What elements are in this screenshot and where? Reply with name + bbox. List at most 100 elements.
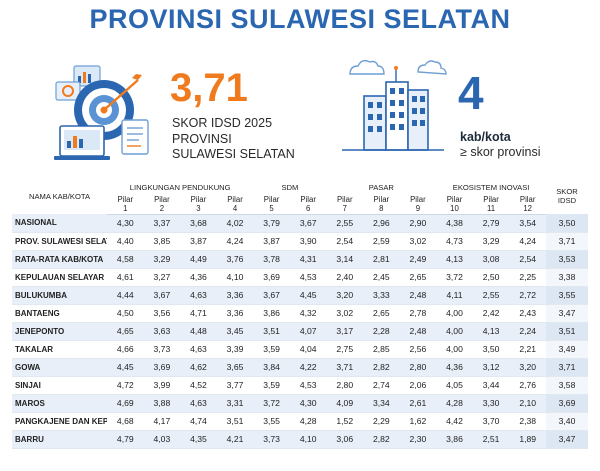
pilar-value-cell: 3,17 (336, 326, 354, 336)
pilar-value-cell: 2,50 (482, 272, 500, 282)
pilar-header: Pilar 5 (253, 196, 290, 215)
pilar-header-word: Pilar (117, 196, 134, 205)
pilar-value-cell: 2,65 (409, 272, 427, 282)
pilar-value-cell: 3,54 (519, 218, 537, 228)
pilar-value-cell: 2,06 (409, 380, 427, 390)
pilar-value-cell: 4,00 (446, 344, 463, 354)
pilar-value-cell: 3,63 (153, 326, 171, 336)
pilar-header: Pilar 3 (180, 196, 217, 215)
group-header-lingkungan: LINGKUNGAN PENDUKUNG (129, 182, 231, 192)
pilar-value-cell: 4,21 (226, 434, 244, 444)
skor-value-cell: 3,47 (546, 304, 588, 322)
pilar-value-cell: 3,69 (153, 362, 171, 372)
pilar-value-cell: 4,45 (116, 362, 134, 372)
pilar-value-cell: 3,30 (482, 398, 500, 408)
pilar-header: Pilar 9 (399, 196, 437, 215)
pilar-header-word: Pilar (519, 196, 536, 205)
pilar-value-cell: 3,67 (263, 290, 280, 300)
table-row: BARRU 4,79 4,03 4,35 4,21 3,73 4,10 3,06 2,82 2,3… (12, 430, 588, 448)
pilar-value-cell: 3,31 (226, 398, 244, 408)
pilar-value-cell: 2,25 (519, 272, 537, 282)
pilar-header-number: 6 (306, 203, 311, 213)
pilar-value-cell: 4,28 (299, 416, 317, 426)
row-name-cell: SINJAI (15, 380, 41, 390)
row-name-cell: BARRU (15, 434, 44, 444)
table-row: BULUKUMBA 4,44 3,67 4,63 3,36 3,67 4,45 3,20 3,3… (12, 286, 588, 304)
pilar-header-word: Pilar (446, 196, 463, 205)
pilar-value-cell: 4,17 (153, 416, 171, 426)
pilar-value-cell: 2,10 (519, 398, 537, 408)
pilar-value-cell: 4,52 (190, 380, 207, 390)
pilar-value-cell: 3,72 (446, 272, 463, 282)
skor-value-cell: 3,69 (546, 394, 588, 412)
pilar-value-cell: 4,65 (116, 326, 134, 336)
skor-value-cell: 3,51 (546, 322, 588, 340)
pilar-value-cell: 2,48 (409, 326, 427, 336)
pilar-value-cell: 3,79 (263, 218, 280, 228)
skor-value-cell: 3,71 (546, 232, 588, 250)
pilar-header: Pilar 6 (289, 196, 327, 215)
pilar-header-word: Pilar (336, 196, 353, 205)
district-count-caption: ≥ skor provinsi (460, 145, 541, 159)
pilar-value-cell: 2,48 (409, 290, 427, 300)
pilar-value-cell: 3,55 (263, 416, 280, 426)
pilar-value-cell: 2,79 (482, 218, 500, 228)
skor-value-cell: 3,38 (546, 268, 588, 286)
target-dashboard-illustration-icon (54, 65, 149, 160)
row-name-cell: RATA-RATA KAB/KOTA (15, 254, 104, 264)
pilar-value-cell: 3,29 (153, 254, 171, 264)
name-column-header: NAMA KAB/KOTA (28, 191, 91, 201)
pilar-value-cell: 4,40 (116, 236, 134, 246)
pilar-value-cell: 4,63 (190, 344, 207, 354)
pilar-value-cell: 4,38 (446, 218, 463, 228)
pilar-value-cell: 4,31 (299, 254, 317, 264)
table-row: PANGKAJENE DAN KEPULAUAN 4,68 4,17 4,74 3,51… (12, 412, 588, 430)
pilar-value-cell: 4,10 (226, 272, 244, 282)
skor-value-cell: 3,71 (546, 358, 588, 376)
table-group-header-row: NAMA KAB/KOTA LINGKUNGAN PENDUKUNG SDM P… (12, 178, 588, 206)
pilar-value-cell: 4,79 (116, 434, 134, 444)
score-caption-line-1: SKOR IDSD 2025 (172, 116, 273, 130)
pilar-value-cell: 4,36 (190, 272, 207, 282)
pilar-value-cell: 4,58 (116, 254, 134, 264)
pilar-value-cell: 3,45 (226, 326, 244, 336)
pilar-value-cell: 3,99 (153, 380, 171, 390)
table-row: KEPULAUAN SELAYAR 4,61 3,27 4,36 4,10 3,69 4,5… (12, 268, 588, 286)
pilar-value-cell: 4,32 (299, 308, 317, 318)
pilar-value-cell: 3,56 (153, 308, 171, 318)
pilar-value-cell: 3,39 (226, 344, 244, 354)
table-row: RATA-RATA KAB/KOTA 4,58 3,29 4,49 3,76 3,78 4,… (12, 250, 588, 268)
pilar-value-cell: 4,50 (116, 308, 134, 318)
pilar-header-number: 9 (415, 203, 421, 213)
pilar-value-cell: 4,24 (226, 236, 244, 246)
pilar-value-cell: 3,84 (263, 362, 280, 372)
pilar-value-cell: 4,10 (299, 434, 317, 444)
pilar-value-cell: 4,49 (190, 254, 207, 264)
pilar-value-cell: 3,29 (482, 236, 500, 246)
idsd-score-table: NAMA KAB/KOTA LINGKUNGAN PENDUKUNG SDM P… (12, 178, 588, 449)
pilar-value-cell: 4,66 (116, 344, 134, 354)
pilar-value-cell: 1,62 (409, 416, 427, 426)
row-name-cell: TAKALAR (15, 344, 54, 354)
table-body: NASIONAL 4,30 3,37 3,68 4,02 3,79 3,67 2,55 2,96… (12, 214, 588, 448)
row-name-cell: PROV. SULAWESI SELATAN (15, 236, 107, 246)
row-name-cell: JENEPONTO (15, 326, 65, 336)
skor-value-cell: 3,50 (546, 214, 588, 232)
city-buildings-illustration-icon (342, 59, 447, 151)
pilar-value-cell: 4,13 (482, 326, 500, 336)
pilar-value-cell: 4,53 (299, 272, 317, 282)
row-name-cell: NASIONAL (15, 218, 57, 228)
pilar-value-cell: 4,05 (446, 380, 463, 390)
pilar-header: Pilar 12 (509, 196, 546, 215)
pilar-value-cell: 3,86 (446, 434, 463, 444)
pilar-value-cell: 3,76 (226, 254, 244, 264)
pilar-value-cell: 3,36 (226, 290, 244, 300)
pilar-value-cell: 3,86 (263, 308, 280, 318)
provincial-score-caption: SKOR IDSD 2025 PROVINSI SULAWESI SELATAN (172, 116, 295, 163)
pilar-value-cell: 3,06 (336, 434, 354, 444)
pilar-value-cell: 4,63 (190, 290, 207, 300)
pilar-header-word: Pilar (190, 196, 207, 205)
pilar-value-cell: 2,24 (519, 326, 537, 336)
pilar-value-cell: 2,82 (372, 362, 390, 372)
row-name-cell: BANTAENG (15, 308, 60, 318)
